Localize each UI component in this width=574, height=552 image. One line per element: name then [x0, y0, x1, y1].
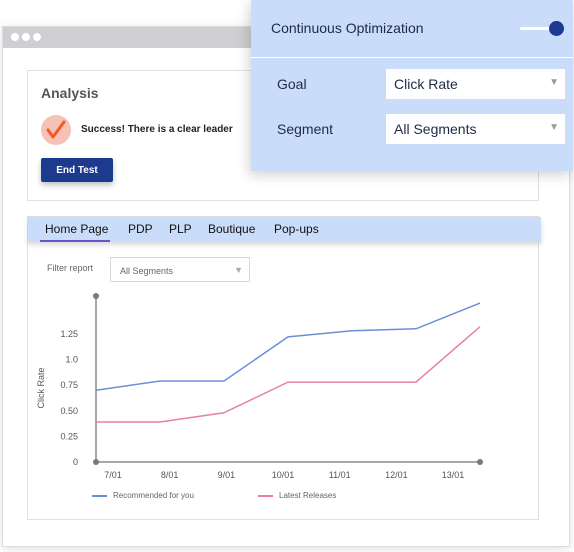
filter-select-value: All Segments — [120, 266, 174, 276]
goal-label: Goal — [277, 76, 307, 92]
x-tick-label: 10/01 — [272, 470, 295, 480]
x-tick-label: 7/01 — [104, 470, 122, 480]
y-tick-label: 0.75 — [60, 380, 78, 390]
toggle-knob[interactable] — [549, 21, 564, 36]
success-check-icon — [41, 115, 71, 145]
series-line-latest — [96, 326, 481, 423]
y-tick-label: 1.0 — [65, 355, 78, 365]
filter-select[interactable]: All Segments ▼ — [110, 257, 250, 282]
x-tick-label: 11/01 — [329, 470, 351, 480]
x-tick-label: 8/01 — [161, 470, 179, 480]
tab-boutique[interactable]: Boutique — [208, 222, 256, 236]
window-dot-icon — [22, 33, 30, 41]
tab-pop-ups[interactable]: Pop-ups — [274, 222, 319, 236]
dropdown-arrow-icon: ▼ — [549, 122, 559, 133]
series-line-recommended — [95, 302, 481, 392]
legend-swatch-latest — [258, 495, 273, 497]
y-axis-label: Click Rate — [36, 367, 46, 408]
y-tick-label: 1.25 — [60, 329, 78, 339]
tab-home-page[interactable]: Home Page — [45, 222, 109, 236]
axis-end-dot — [93, 293, 99, 299]
y-tick-label: 0.50 — [60, 406, 78, 416]
dropdown-arrow-icon: ▼ — [234, 265, 243, 275]
tab-pdp[interactable]: PDP — [128, 222, 153, 236]
report-card: Home Page PDP PLP Boutique Pop-ups Filte… — [27, 216, 541, 520]
filter-label: Filter report — [47, 263, 94, 273]
goal-select[interactable]: Click Rate ▼ — [386, 69, 565, 99]
x-tick-label: 9/01 — [218, 470, 236, 480]
optimization-panel: Continuous Optimization Goal Click Rate … — [251, 0, 573, 171]
window-dot-icon — [11, 33, 19, 41]
panel-divider — [251, 57, 573, 58]
segment-select[interactable]: All Segments ▼ — [386, 114, 565, 144]
dropdown-arrow-icon: ▼ — [549, 77, 559, 88]
legend-label-latest: Latest Releases — [279, 491, 337, 500]
analysis-title: Analysis — [41, 85, 99, 101]
toggle-track[interactable] — [520, 27, 560, 30]
legend-label-recommended: Recommended for you — [113, 491, 194, 500]
y-tick-label: 0.25 — [60, 431, 78, 441]
active-tab-indicator — [40, 240, 110, 242]
axis-origin-dot — [93, 459, 99, 465]
x-tick-label: 13/01 — [442, 470, 465, 480]
report-tabbar: Home Page PDP PLP Boutique Pop-ups — [28, 217, 541, 242]
window-dot-icon — [33, 33, 41, 41]
goal-select-value: Click Rate — [394, 76, 458, 92]
optimization-title: Continuous Optimization — [271, 20, 424, 36]
x-tick-label: 12/01 — [385, 470, 408, 480]
end-test-button[interactable]: End Test — [41, 158, 113, 182]
axis-end-dot — [477, 459, 483, 465]
success-message: Success! There is a clear leader — [81, 124, 233, 135]
segment-select-value: All Segments — [394, 121, 477, 137]
legend-swatch-recommended — [92, 495, 107, 497]
segment-label: Segment — [277, 121, 334, 137]
tab-plp[interactable]: PLP — [169, 222, 192, 236]
y-tick-label: 0 — [73, 457, 78, 467]
